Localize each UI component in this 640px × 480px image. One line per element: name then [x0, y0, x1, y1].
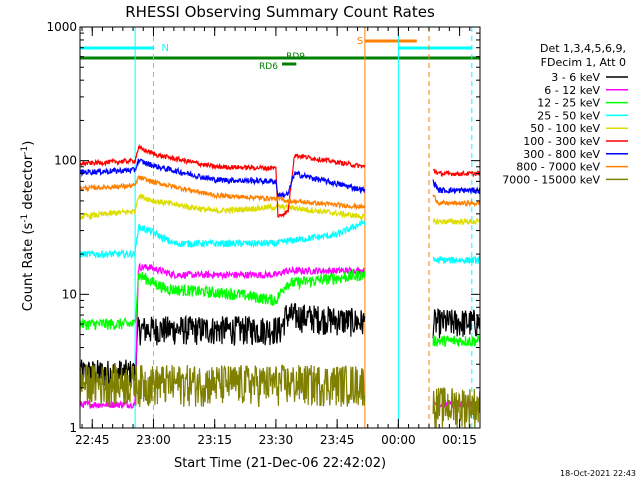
- timestamp: 18-Oct-2021 22:43: [560, 469, 636, 478]
- legend-label: 7000 - 15000 keV: [502, 173, 600, 186]
- night-label: N: [161, 43, 168, 54]
- y-tick-label: 1: [69, 421, 77, 435]
- series-line: [79, 174, 481, 211]
- legend-label: 3 - 6 keV: [551, 71, 600, 84]
- series-line: [79, 268, 481, 348]
- legend-label: 6 - 12 keV: [544, 84, 600, 97]
- chart-title: RHESSI Observing Summary Count Rates: [125, 3, 435, 21]
- y-tick-label: 10: [62, 287, 77, 301]
- legend-label: 300 - 800 keV: [523, 148, 600, 161]
- x-tick-label: 23:15: [197, 433, 232, 447]
- y-label-part: ): [21, 141, 36, 146]
- x-tick-label: 00:15: [442, 433, 477, 447]
- x-tick-label: 23:00: [136, 433, 171, 447]
- legend-label: 25 - 50 keV: [537, 109, 600, 122]
- y-label-sup: -1: [20, 146, 30, 155]
- legend-label: 800 - 7000 keV: [516, 161, 600, 174]
- legend-label: 50 - 100 keV: [530, 122, 600, 135]
- y-label-part: Count Rate (s: [21, 223, 36, 312]
- y-tick-label: 100: [54, 154, 77, 168]
- saa-label: S: [357, 36, 363, 47]
- legend-header: FDecim 1, Att 0: [541, 56, 626, 69]
- plot-frame: [79, 26, 481, 429]
- y-tick-label: 1000: [46, 20, 77, 34]
- series-line: [79, 158, 481, 199]
- x-axis-label: Start Time (21-Dec-06 22:42:02): [174, 456, 386, 471]
- x-tick-label: 23:45: [320, 433, 355, 447]
- legend-label: 12 - 25 keV: [537, 97, 600, 110]
- rd-label: RD9: [286, 52, 305, 62]
- series-line: [79, 193, 481, 226]
- x-tick-label: 23:30: [259, 433, 294, 447]
- series-line: [79, 303, 481, 390]
- x-tick-label: 22:45: [75, 433, 110, 447]
- series-line: [79, 218, 481, 264]
- legend: Det 1,3,4,5,6,9, FDecim 1, Att 0 3 - 6 k…: [502, 42, 628, 186]
- series-line: [79, 143, 481, 219]
- y-label-part: detector: [21, 154, 36, 214]
- x-tick-label: 00:00: [381, 433, 416, 447]
- legend-header: Det 1,3,4,5,6,9,: [540, 42, 626, 55]
- legend-label: 100 - 300 keV: [523, 135, 600, 148]
- rd-label: RD6: [259, 62, 278, 72]
- series-line: [79, 363, 481, 429]
- y-label-sup: -1: [20, 214, 30, 223]
- y-axis-label: Count Rate (s-1 detector-1): [20, 141, 36, 312]
